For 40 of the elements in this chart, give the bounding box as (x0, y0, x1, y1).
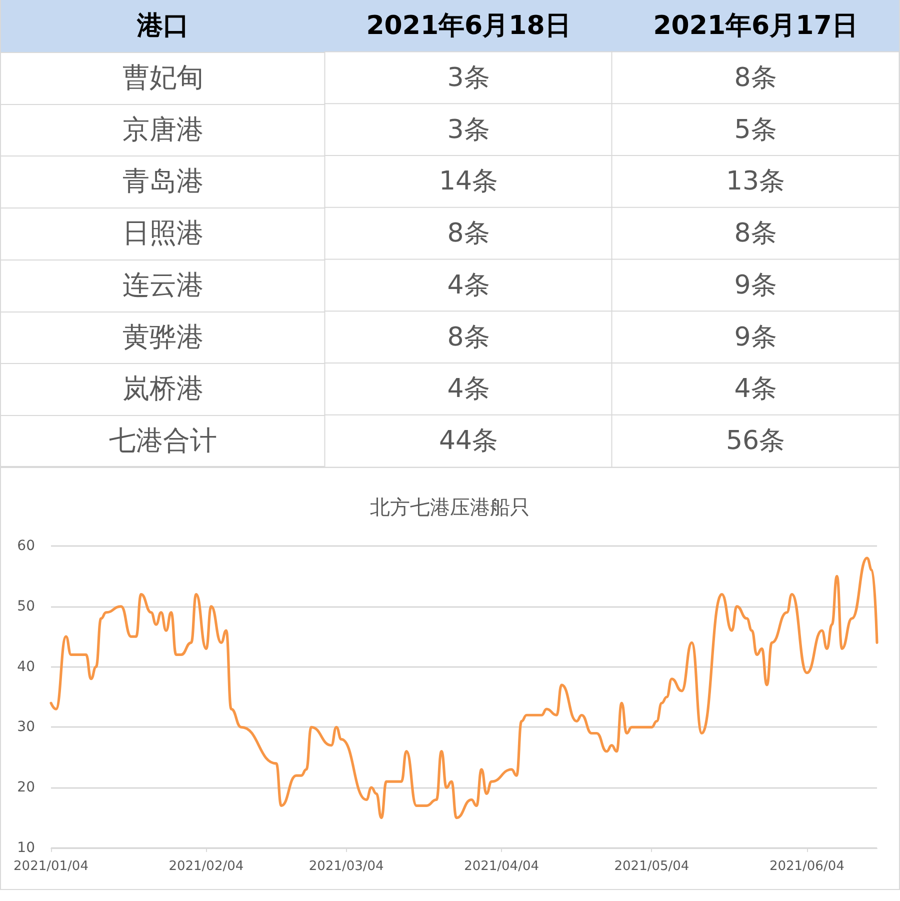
text: 8条 (734, 218, 777, 249)
category-label: 黄骅港 (122, 322, 204, 353)
text: 3条 (447, 62, 490, 93)
y-tick-label: 50 (17, 598, 35, 614)
category-label: 日照港 (122, 218, 204, 250)
category-label: 连云港 (122, 270, 204, 301)
category-label: 岚桥港 (122, 374, 204, 405)
text: 8条 (734, 62, 777, 93)
category-label: 七港合计 (109, 426, 217, 457)
category-label: 京唐港 (122, 114, 204, 146)
x-tick-label: 2021/03/04 (308, 859, 384, 874)
text: 9条 (734, 270, 777, 300)
text: 13条 (726, 166, 786, 197)
text: 8条 (447, 218, 490, 249)
text: 4条 (447, 270, 490, 300)
text: 5条 (734, 114, 777, 145)
y-tick-label: 10 (17, 840, 35, 856)
category-label: 曹妃甸 (122, 62, 204, 94)
chart-title: 北方七港压港船只 (370, 495, 530, 519)
category-label: 2021年6月18日 (366, 11, 571, 41)
text: 14条 (438, 166, 498, 197)
text: 3条 (447, 114, 490, 145)
x-tick-label: 2021/01/04 (14, 859, 88, 874)
text: 8条 (447, 322, 490, 352)
y-tick-label: 30 (17, 719, 35, 736)
text: 44条 (438, 426, 498, 456)
text: 4条 (734, 374, 777, 404)
text: 港口 (136, 11, 189, 41)
category-label: 2021年6月17日 (653, 11, 858, 41)
text: 9条 (734, 322, 777, 352)
text: 4条 (447, 374, 490, 404)
x-tick-label: 2021/04/04 (464, 859, 540, 874)
y-tick-label: 20 (17, 780, 35, 796)
x-tick-label: 2021/05/04 (614, 859, 690, 874)
x-tick-label: 2021/02/04 (168, 859, 244, 874)
y-tick-label: 40 (17, 658, 35, 675)
text: 56条 (726, 426, 786, 456)
category-label: 青岛港 (122, 166, 204, 198)
y-tick-label: 60 (17, 538, 35, 554)
x-tick-label: 2021/06/04 (769, 859, 844, 874)
